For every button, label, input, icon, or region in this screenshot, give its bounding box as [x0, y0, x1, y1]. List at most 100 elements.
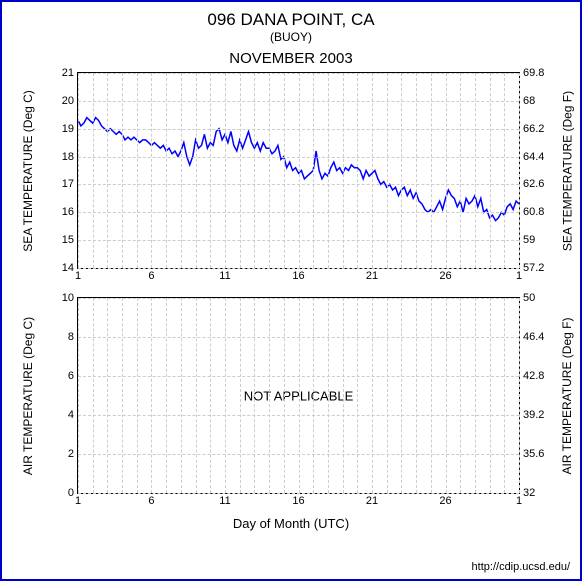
gridline-vertical: [107, 73, 108, 268]
gridline-vertical: [446, 73, 447, 268]
gridline-vertical: [475, 73, 476, 268]
gridline-horizontal: [78, 337, 519, 338]
ytick-left: 20: [62, 95, 74, 107]
ytick-left: 10: [62, 292, 74, 304]
gridline-vertical: [210, 73, 211, 268]
gridline-vertical: [460, 298, 461, 493]
gridline-vertical: [137, 73, 138, 268]
gridline-vertical: [284, 298, 285, 493]
gridline-vertical: [313, 73, 314, 268]
gridline-vertical: [446, 298, 447, 493]
sea-temp-ylabel-left: SEA TEMPERATURE (Deg C): [21, 90, 35, 252]
ytick-right: 50: [523, 292, 535, 304]
ytick-right: 32: [523, 487, 535, 499]
gridline-vertical: [254, 73, 255, 268]
gridline-vertical: [460, 73, 461, 268]
xtick: 1: [75, 495, 81, 507]
gridline-vertical: [181, 298, 182, 493]
gridline-vertical: [299, 298, 300, 493]
ytick-left: 16: [62, 206, 74, 218]
ytick-right: 69.8: [523, 67, 544, 79]
gridline-vertical: [504, 298, 505, 493]
gridline-vertical: [225, 73, 226, 268]
gridline-horizontal: [78, 298, 519, 299]
gridline-horizontal: [78, 454, 519, 455]
gridline-horizontal: [78, 268, 519, 269]
air-temp-ylabel-left: AIR TEMPERATURE (Deg C): [21, 316, 35, 474]
ytick-left: 8: [68, 331, 74, 343]
xtick: 1: [516, 495, 522, 507]
air-temperature-chart: AIR TEMPERATURE (Deg C) AIR TEMPERATURE …: [77, 297, 520, 494]
gridline-horizontal: [78, 376, 519, 377]
ytick-right: 60.8: [523, 206, 544, 218]
gridline-vertical: [357, 298, 358, 493]
xtick: 6: [148, 270, 154, 282]
gridline-vertical: [299, 73, 300, 268]
air-temp-ylabel-right: AIR TEMPERATURE (Deg F): [560, 317, 574, 474]
ytick-right: 46.4: [523, 331, 544, 343]
gridline-vertical: [372, 298, 373, 493]
gridline-vertical: [122, 73, 123, 268]
gridline-vertical: [225, 298, 226, 493]
ytick-left: 2: [68, 448, 74, 460]
xtick: 6: [148, 495, 154, 507]
ytick-left: 14: [62, 262, 74, 274]
gridline-vertical: [431, 298, 432, 493]
gridline-vertical: [151, 73, 152, 268]
gridline-horizontal: [78, 240, 519, 241]
xtick: 26: [439, 495, 451, 507]
gridline-vertical: [387, 73, 388, 268]
xtick: 21: [366, 270, 378, 282]
station-title: 096 DANA POINT, CA: [2, 10, 580, 30]
gridline-vertical: [196, 73, 197, 268]
ytick-left: 4: [68, 409, 74, 421]
gridline-vertical: [387, 298, 388, 493]
gridline-horizontal: [78, 73, 519, 74]
gridline-horizontal: [78, 415, 519, 416]
ytick-right: 39.2: [523, 409, 544, 421]
gridline-vertical: [269, 73, 270, 268]
ytick-right: 68: [523, 95, 535, 107]
gridline-vertical: [93, 73, 94, 268]
gridline-vertical: [343, 298, 344, 493]
gridline-vertical: [372, 73, 373, 268]
gridline-vertical: [151, 298, 152, 493]
gridline-horizontal: [78, 101, 519, 102]
gridline-vertical: [210, 298, 211, 493]
gridline-vertical: [490, 298, 491, 493]
gridline-vertical: [416, 298, 417, 493]
ytick-right: 59: [523, 234, 535, 246]
sea-temperature-chart: SEA TEMPERATURE (Deg C) SEA TEMPERATURE …: [77, 72, 520, 269]
ytick-left: 6: [68, 370, 74, 382]
gridline-vertical: [504, 73, 505, 268]
ytick-right: 66.2: [523, 123, 544, 135]
gridline-vertical: [181, 73, 182, 268]
ytick-left: 17: [62, 178, 74, 190]
ytick-left: 15: [62, 234, 74, 246]
gridline-vertical: [78, 298, 79, 493]
gridline-vertical: [401, 298, 402, 493]
ytick-left: 21: [62, 67, 74, 79]
gridline-vertical: [357, 73, 358, 268]
gridline-horizontal: [78, 493, 519, 494]
xtick: 26: [439, 270, 451, 282]
footer-url: http://cdip.ucsd.edu/: [472, 561, 570, 573]
ytick-right: 64.4: [523, 151, 544, 163]
gridline-vertical: [313, 298, 314, 493]
station-type: (BUOY): [2, 30, 580, 44]
gridline-vertical: [166, 298, 167, 493]
ytick-right: 42.8: [523, 370, 544, 382]
gridline-vertical: [431, 73, 432, 268]
gridline-vertical: [401, 73, 402, 268]
gridline-horizontal: [78, 212, 519, 213]
ytick-right: 57.2: [523, 262, 544, 274]
gridline-horizontal: [78, 184, 519, 185]
gridline-vertical: [284, 73, 285, 268]
ytick-left: 0: [68, 487, 74, 499]
ytick-left: 18: [62, 151, 74, 163]
period-title: NOVEMBER 2003: [2, 50, 580, 67]
gridline-vertical: [519, 298, 520, 493]
ytick-right: 62.6: [523, 178, 544, 190]
xtick: 1: [75, 270, 81, 282]
xtick: 11: [219, 270, 230, 282]
